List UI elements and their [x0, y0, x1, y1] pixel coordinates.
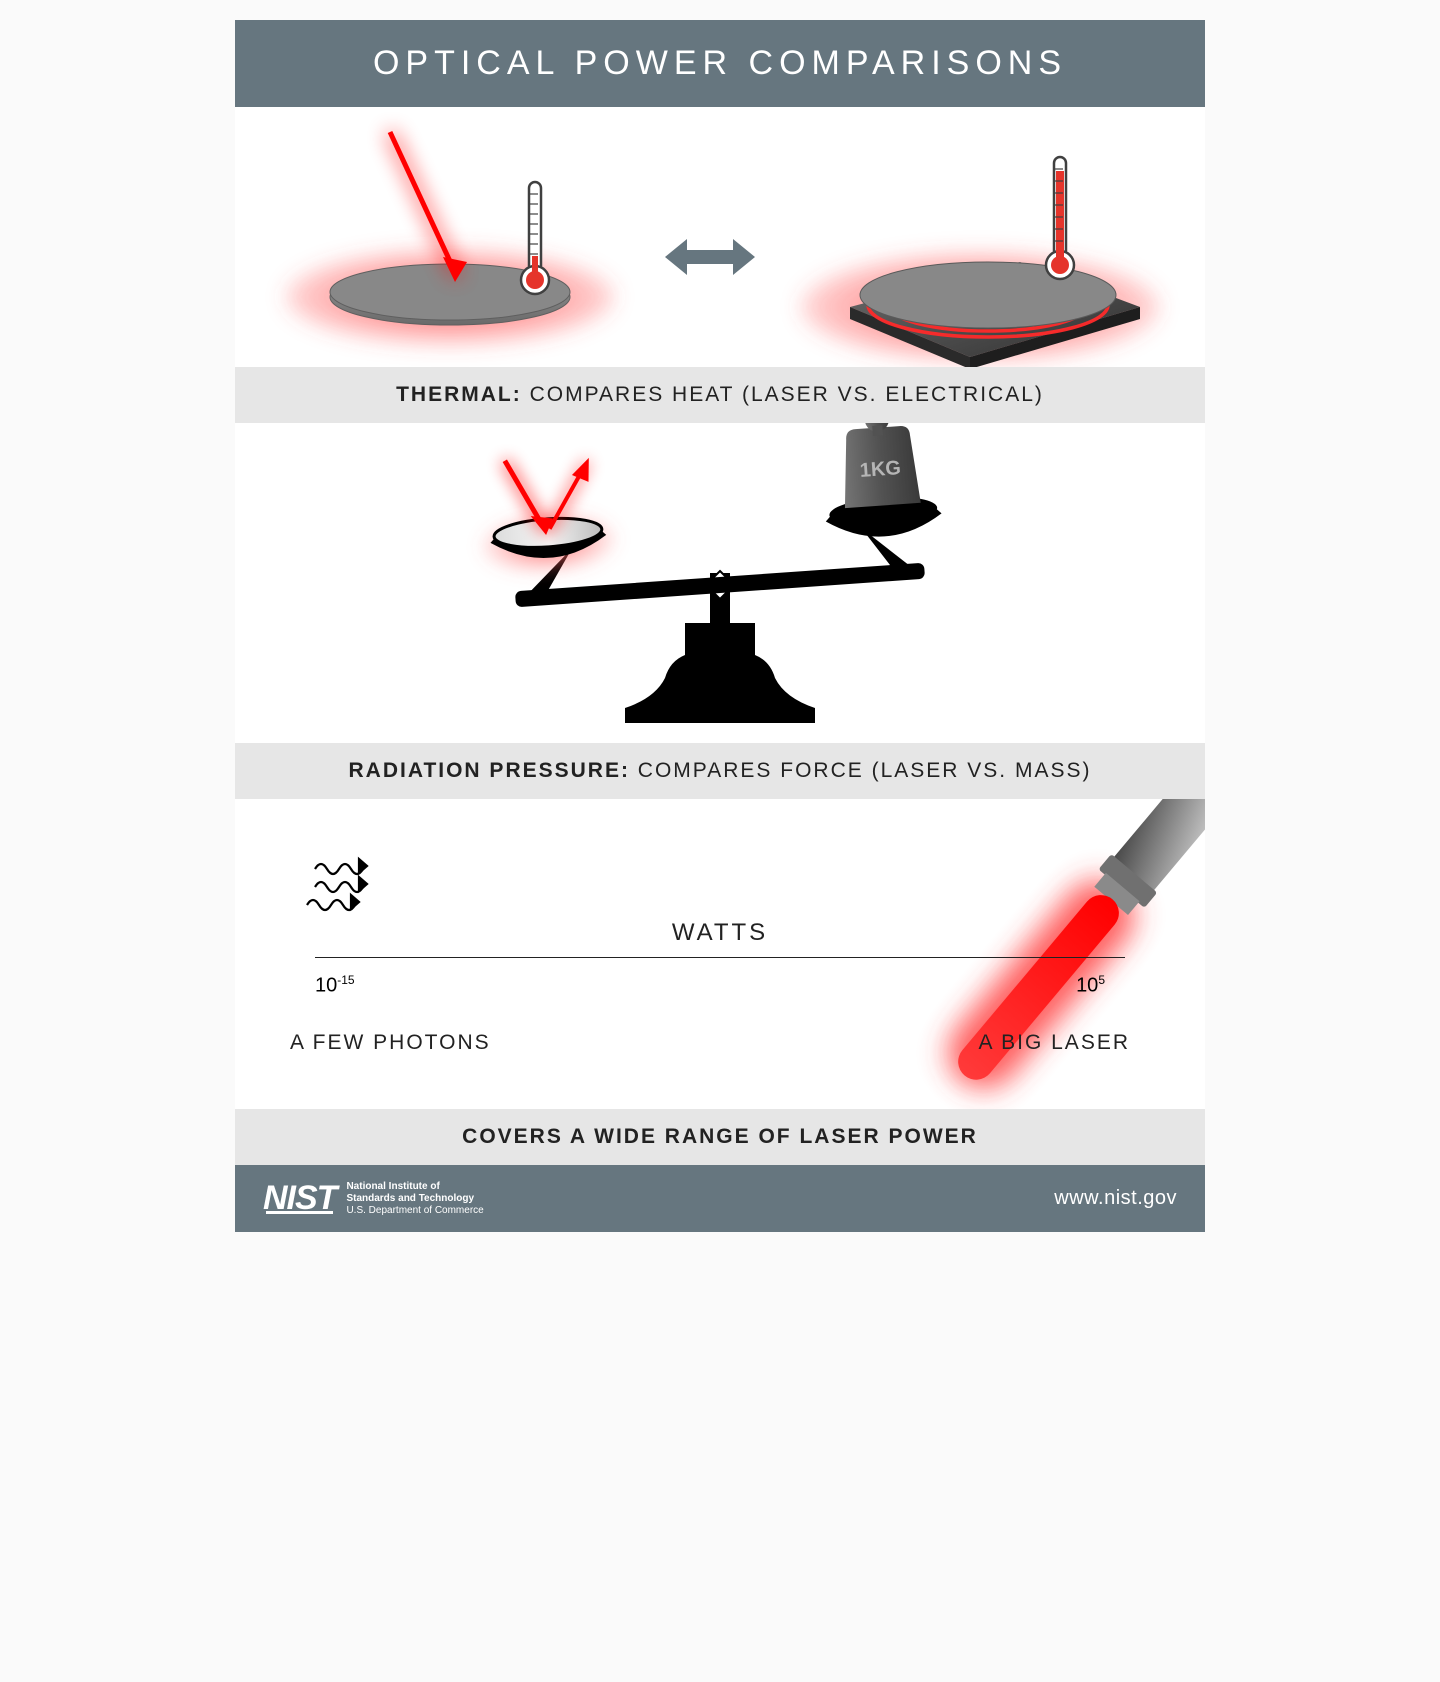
caption-watts: COVERS A WIDE RANGE OF LASER POWER: [235, 1109, 1205, 1165]
caption-radiation-bold: RADIATION PRESSURE:: [349, 759, 630, 782]
page-title: OPTICAL POWER COMPARISONS: [235, 44, 1205, 83]
watts-low-label: A FEW PHOTONS: [290, 1031, 491, 1055]
nist-logo-block: NIST National Institute of Standards and…: [263, 1179, 484, 1218]
big-laser-icon: [933, 799, 1205, 1103]
caption-thermal: THERMAL: COMPARES HEAT (LASER VS. ELECTR…: [235, 367, 1205, 423]
caption-thermal-bold: THERMAL:: [396, 383, 522, 406]
thermometer-cold-icon: [521, 182, 549, 294]
watts-axis-label: WATTS: [672, 919, 768, 947]
panel-watts: WATTS 10-15 105 A FEW PHOTONS A BIG LASE…: [235, 799, 1205, 1109]
watts-high-label: A BIG LASER: [978, 1031, 1130, 1055]
caption-thermal-rest: COMPARES HEAT (LASER VS. ELECTRICAL): [522, 383, 1044, 406]
caption-watts-text: COVERS A WIDE RANGE OF LASER POWER: [462, 1125, 978, 1148]
caption-radiation: RADIATION PRESSURE: COMPARES FORCE (LASE…: [235, 743, 1205, 799]
footer-url[interactable]: www.nist.gov: [1054, 1187, 1177, 1210]
watts-high-value: 105: [1076, 973, 1105, 998]
panel-radiation: 1KG: [235, 423, 1205, 743]
nist-logo-icon: NIST: [263, 1179, 336, 1218]
panel-thermal: [235, 107, 1205, 367]
thermometer-hot-icon: [1046, 157, 1074, 279]
thermal-left-laser-disc: [285, 132, 615, 345]
footer-bar: NIST National Institute of Standards and…: [235, 1165, 1205, 1232]
infographic-root: OPTICAL POWER COMPARISONS: [235, 20, 1205, 1232]
photons-icon: [307, 859, 367, 910]
mass-1kg-icon: 1KG: [838, 423, 921, 508]
compare-arrow-icon: [665, 239, 755, 275]
thermal-right-electrical-plate: [800, 157, 1160, 367]
mass-label: 1KG: [859, 457, 902, 482]
caption-radiation-rest: COMPARES FORCE (LASER VS. MASS): [630, 759, 1092, 782]
balance-scale-icon: 1KG: [473, 423, 946, 723]
nist-org-text: National Institute of Standards and Tech…: [346, 1181, 483, 1217]
watts-low-value: 10-15: [315, 973, 355, 998]
title-bar: OPTICAL POWER COMPARISONS: [235, 20, 1205, 107]
watts-axis-line: [315, 957, 1125, 958]
